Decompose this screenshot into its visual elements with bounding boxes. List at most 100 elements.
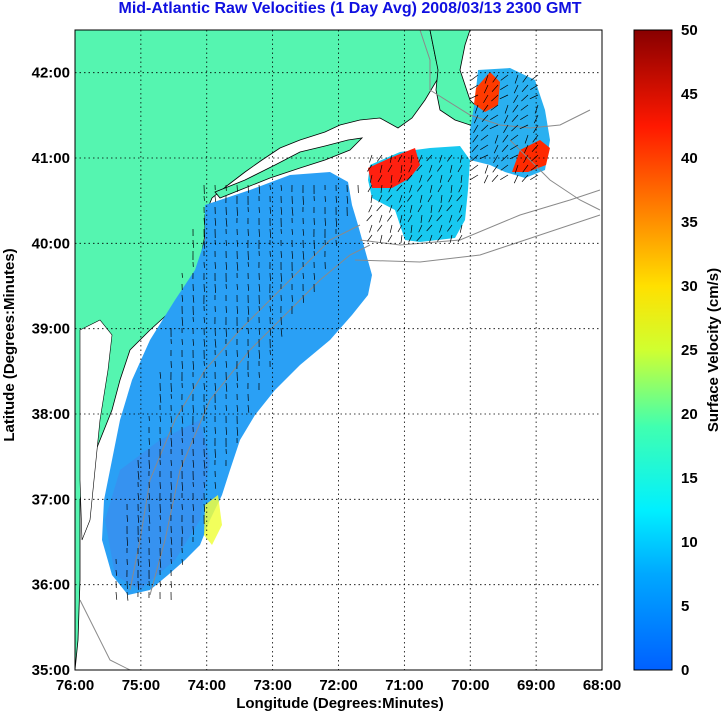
velocity-vector	[511, 124, 519, 132]
velocity-vector	[519, 124, 529, 130]
velocity-vector	[192, 338, 194, 346]
velocity-vector	[532, 134, 539, 143]
velocity-vector	[203, 382, 205, 390]
velocity-vector	[470, 174, 479, 180]
velocity-vector	[203, 459, 206, 469]
velocity-vector	[514, 74, 519, 84]
velocity-vector	[514, 164, 519, 174]
velocity-vector	[510, 134, 519, 141]
velocity-vector	[501, 144, 509, 152]
colorbar-tick-label: 30	[681, 278, 698, 295]
velocity-vector	[203, 338, 206, 347]
velocity-vector	[501, 154, 509, 162]
velocity-vector	[509, 154, 519, 160]
velocity-vector	[369, 224, 373, 233]
velocity-vector	[346, 195, 349, 204]
velocity-vector	[533, 114, 539, 124]
velocity-vector	[473, 114, 479, 124]
y-tick-label: 41:00	[32, 150, 70, 167]
velocity-vector	[524, 134, 529, 144]
x-tick-label: 72:00	[319, 677, 357, 694]
velocity-vector	[399, 214, 403, 223]
velocity-vector	[247, 283, 250, 291]
velocity-vector	[458, 184, 463, 193]
velocity-vector	[426, 224, 433, 232]
y-axis-ticks: 42:00 41:00 40:00 39:00 38:00 37:00 36:00 35:00	[32, 65, 70, 679]
y-tick-label: 42:00	[32, 65, 70, 82]
velocity-vector	[503, 114, 509, 124]
velocity-vector	[502, 134, 509, 143]
velocity-vector	[530, 174, 539, 180]
velocity-vector	[470, 84, 479, 90]
velocity-vector	[512, 104, 519, 113]
colorbar-tick-label: 40	[681, 150, 698, 167]
velocity-vector	[258, 228, 260, 237]
velocity-vector	[400, 234, 403, 243]
velocity-vector	[522, 164, 529, 173]
velocity-vector	[247, 349, 249, 358]
velocity-vector	[214, 217, 217, 226]
velocity-vector	[491, 84, 499, 92]
colorbar-tick-label: 20	[681, 406, 698, 423]
velocity-vector	[427, 194, 433, 203]
velocity-vector	[483, 84, 489, 94]
velocity-vector	[490, 114, 499, 120]
velocity-vector	[500, 74, 509, 81]
x-tick-label: 70:00	[451, 677, 489, 694]
velocity-vector	[159, 558, 162, 568]
velocity-vector	[531, 144, 539, 152]
velocity-vector	[520, 114, 529, 120]
colorbar-tick-label: 10	[681, 534, 698, 551]
velocity-vector	[439, 174, 443, 183]
velocity-vector	[380, 184, 383, 193]
velocity-vector	[470, 74, 479, 81]
velocity-vector	[419, 174, 423, 183]
velocity-vector	[409, 184, 413, 193]
velocity-vector	[490, 104, 499, 111]
map-title: Mid-Atlantic Raw Velocities (1 Day Avg) …	[118, 0, 582, 17]
velocity-vector	[493, 154, 499, 163]
velocity-vector	[438, 204, 443, 213]
velocity-vector	[247, 184, 249, 193]
velocity-vector	[159, 514, 161, 520]
velocity-vector	[313, 272, 316, 280]
velocity-vector	[159, 536, 162, 544]
velocity-vector	[369, 154, 373, 163]
velocity-vector	[377, 154, 383, 162]
velocity-vector	[416, 234, 423, 242]
velocity-vector	[437, 184, 443, 193]
velocity-vector	[446, 204, 453, 212]
velocity-vector	[410, 224, 413, 233]
velocity-vector	[225, 382, 228, 392]
velocity-vector	[491, 174, 499, 182]
velocity-vector	[370, 194, 373, 203]
velocity-vector	[214, 283, 216, 293]
velocity-vector	[494, 134, 499, 144]
velocity-vector	[513, 94, 519, 103]
x-tick-label: 75:00	[122, 677, 160, 694]
velocity-vector	[408, 164, 413, 173]
velocity-vector	[513, 84, 519, 94]
velocity-vector	[280, 250, 282, 258]
colorbar-tick-label: 5	[681, 598, 689, 615]
velocity-vector	[396, 184, 403, 192]
velocity-vector	[379, 214, 383, 223]
velocity-vector	[387, 234, 393, 243]
velocity-vector	[203, 404, 205, 414]
velocity-vector	[397, 224, 403, 233]
velocity-vector	[203, 217, 205, 225]
velocity-vector	[523, 154, 529, 163]
velocity-vector	[398, 174, 403, 183]
velocity-vector	[510, 144, 519, 150]
velocity-vector	[449, 164, 453, 173]
velocity-vector	[389, 224, 393, 233]
velocity-vector	[258, 327, 260, 335]
velocity-vector	[247, 404, 250, 413]
velocity-vector	[192, 294, 195, 303]
velocity-vector	[367, 234, 373, 242]
velocity-vector	[503, 124, 509, 133]
velocity-vector	[418, 224, 423, 233]
velocity-vector	[126, 536, 128, 546]
velocity-vector	[410, 154, 413, 163]
map-gridlines	[75, 30, 602, 670]
